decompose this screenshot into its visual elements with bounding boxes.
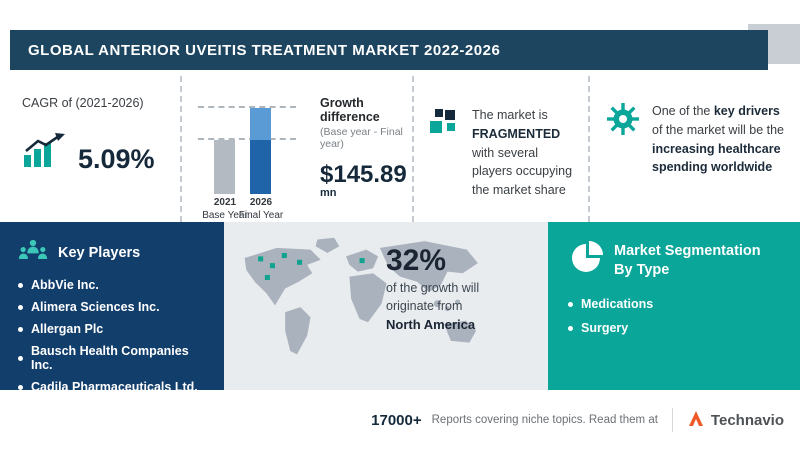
- bullet-dot: [18, 355, 23, 361]
- fragmented-text: The market is FRAGMENTED with several pl…: [472, 108, 573, 197]
- growth-difference-text: Growth difference (Base year - Final yea…: [320, 80, 407, 222]
- base-final-year-bar-chart: 2021 Base Year 2026 Final Year: [198, 80, 310, 222]
- key-player-item: Allergan Plc: [18, 322, 208, 336]
- bar-2021-label: 2021 Base Year: [202, 197, 248, 221]
- growth-difference-unit: mn: [320, 187, 337, 200]
- key-player-item: Alimera Sciences Inc.: [18, 300, 208, 314]
- key-player-item: AbbVie Inc.: [18, 278, 208, 292]
- footer-bar: 17000+ Reports covering niche topics. Re…: [0, 390, 800, 450]
- growth-region-line: of the growth will originate from: [386, 281, 480, 313]
- people-icon: [18, 238, 48, 268]
- stats-row: CAGR of (2021-2026) 5.09%: [12, 76, 788, 222]
- world-map: [244, 237, 478, 355]
- growth-region-name: North America: [386, 317, 476, 332]
- dashed-line-final: [198, 106, 296, 108]
- gear-icon: [606, 102, 640, 141]
- key-driver-stat: One of the key drivers of the market wil…: [588, 76, 788, 222]
- technavio-logo[interactable]: Technavio: [687, 410, 784, 431]
- dashed-line-base: [198, 138, 296, 140]
- bullet-dot: [18, 384, 23, 390]
- technavio-logo-icon: [687, 410, 705, 431]
- bullet-dot: [568, 301, 573, 307]
- growth-region-value: 32%: [386, 244, 447, 277]
- bullet-dot: [568, 325, 573, 331]
- technavio-logo-text: Technavio: [710, 411, 784, 429]
- key-player-item: Bausch Health Companies Inc.: [18, 344, 208, 372]
- key-players-panel: Key Players AbbVie Inc. Alimera Sciences…: [0, 222, 224, 394]
- cagr-value: 5.09%: [78, 144, 155, 174]
- segmentation-title: Market Segmentation By Type: [614, 242, 761, 278]
- fragmented-squares-icon: [430, 106, 460, 141]
- segment-item: Surgery: [568, 321, 784, 335]
- report-count: 17000+: [371, 411, 422, 429]
- bullet-dot: [18, 326, 23, 332]
- header-bar: GLOBAL ANTERIOR UVEITIS TREATMENT MARKET…: [10, 30, 768, 70]
- bar-2026-growth-cap: [250, 108, 271, 140]
- growth-difference-stat: 2021 Base Year 2026 Final Year Growth di…: [180, 76, 412, 222]
- bullet-dot: [18, 304, 23, 310]
- bottom-panels: Key Players AbbVie Inc. Alimera Sciences…: [0, 222, 800, 394]
- cagr-label: CAGR of (2021-2026): [22, 96, 144, 110]
- key-players-list: AbbVie Inc. Alimera Sciences Inc. Allerg…: [18, 278, 208, 394]
- bar-growth-icon: [22, 132, 66, 173]
- segmentation-list: Medications Surgery: [568, 297, 784, 335]
- segment-item: Medications: [568, 297, 784, 311]
- growth-region-panel: 32% of the growth will originate from No…: [224, 222, 548, 390]
- bar-2026: [250, 108, 271, 194]
- fragmented-stat: The market is FRAGMENTED with several pl…: [412, 76, 588, 222]
- key-driver-text: One of the key drivers of the market wil…: [652, 104, 785, 175]
- growth-region-text: 32% of the growth will originate from No…: [386, 244, 536, 333]
- segmentation-panel: Market Segmentation By Type Medications …: [548, 222, 800, 390]
- bar-2021: [214, 140, 235, 194]
- growth-difference-subtitle: (Base year - Final year): [320, 126, 403, 150]
- growth-difference-value: $145.89: [320, 161, 407, 188]
- footer-tagline: Reports covering niche topics. Read them…: [431, 414, 658, 426]
- pie-chart-icon: [568, 240, 604, 281]
- growth-difference-title: Growth difference: [320, 96, 380, 124]
- page-title: GLOBAL ANTERIOR UVEITIS TREATMENT MARKET…: [28, 41, 501, 59]
- key-players-title: Key Players: [58, 244, 141, 261]
- cagr-stat: CAGR of (2021-2026) 5.09%: [12, 76, 180, 222]
- bullet-dot: [18, 282, 23, 288]
- footer-divider: [671, 408, 673, 432]
- bar-2026-label: 2026 Final Year: [238, 197, 284, 221]
